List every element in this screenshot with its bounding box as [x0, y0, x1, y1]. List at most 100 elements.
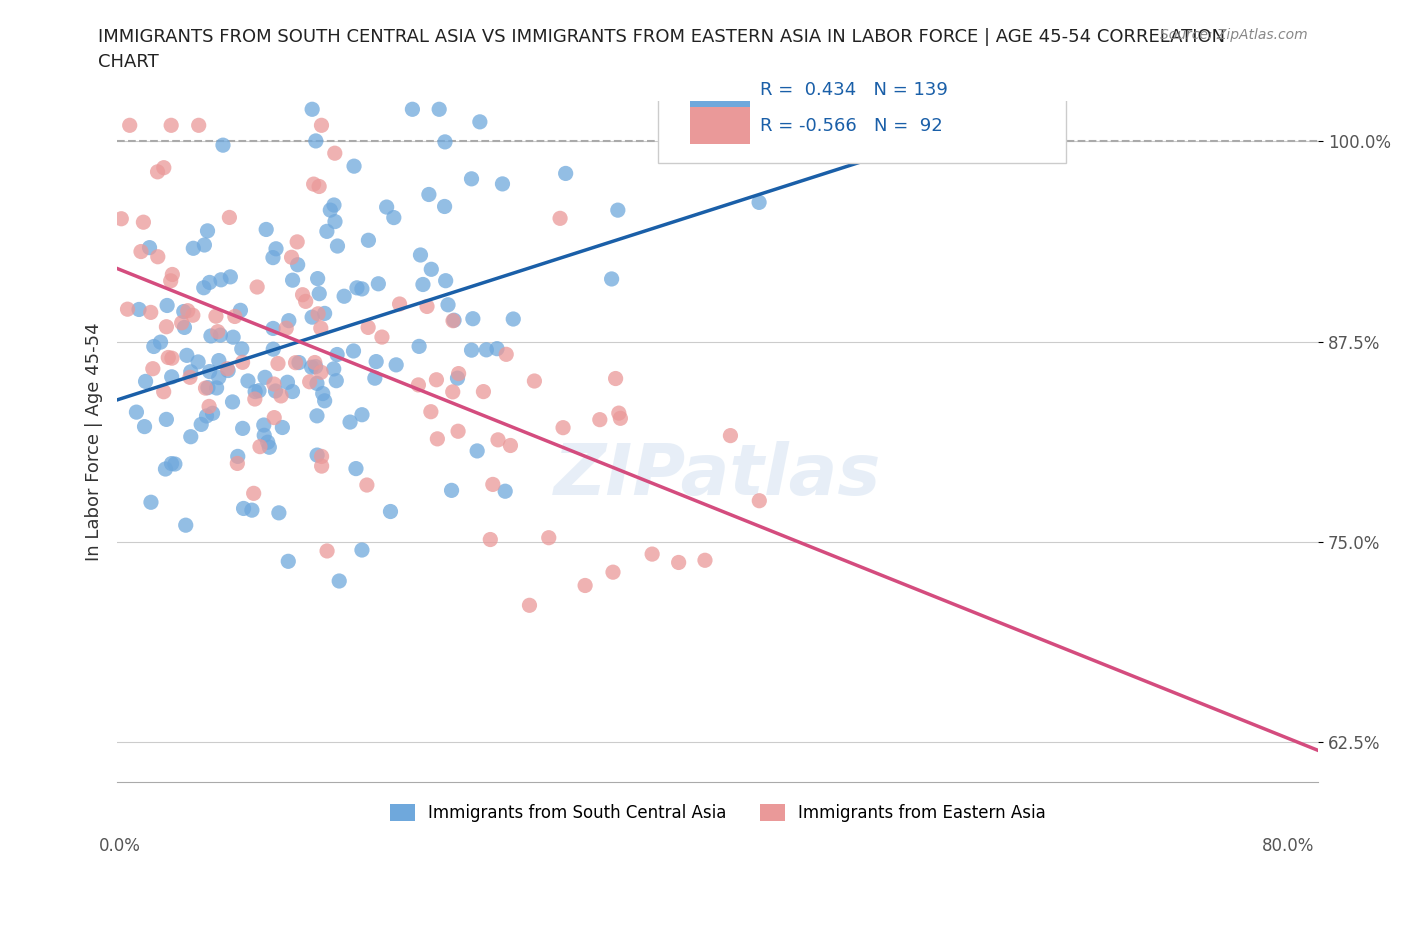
Point — [142, 339, 165, 354]
Point — [311, 449, 333, 464]
Point — [314, 306, 336, 321]
Point — [201, 405, 224, 420]
Point — [224, 309, 246, 324]
Point — [271, 420, 294, 435]
Point — [302, 177, 325, 192]
Point — [157, 350, 180, 365]
Point — [433, 199, 456, 214]
Point — [138, 240, 160, 255]
Point — [350, 282, 373, 297]
Point — [371, 329, 394, 344]
Point — [551, 420, 574, 435]
Point — [243, 384, 266, 399]
Point — [502, 312, 524, 326]
Point — [259, 440, 281, 455]
Point — [232, 355, 254, 370]
Point — [267, 356, 290, 371]
Point — [641, 547, 664, 562]
Point — [277, 554, 299, 569]
Point — [433, 135, 456, 150]
Point — [323, 197, 346, 212]
Point — [180, 430, 202, 445]
Point — [193, 237, 215, 252]
Point — [155, 412, 177, 427]
Point — [759, 106, 782, 121]
Point — [305, 134, 328, 149]
Point — [315, 224, 337, 239]
Point — [425, 372, 447, 387]
Text: Source: ZipAtlas.com: Source: ZipAtlas.com — [1160, 28, 1308, 42]
Point — [218, 210, 240, 225]
Point — [495, 347, 517, 362]
Point — [187, 118, 209, 133]
Point — [519, 598, 541, 613]
Point — [226, 456, 249, 471]
Point — [187, 354, 209, 369]
Text: R =  0.434   N = 139: R = 0.434 N = 139 — [759, 81, 948, 99]
Point — [461, 312, 484, 326]
Point — [181, 241, 204, 256]
Point — [308, 179, 330, 194]
Point — [409, 247, 432, 262]
Point — [720, 428, 742, 443]
Point — [162, 267, 184, 282]
Point — [294, 294, 316, 309]
Point — [134, 419, 156, 434]
Point — [319, 203, 342, 218]
Point — [693, 552, 716, 567]
Point — [263, 377, 285, 392]
FancyBboxPatch shape — [690, 71, 751, 108]
Point — [419, 405, 441, 419]
Point — [748, 493, 770, 508]
Point — [262, 341, 284, 356]
Point — [177, 303, 200, 318]
Point — [135, 374, 157, 389]
Point — [160, 369, 183, 384]
Point — [326, 239, 349, 254]
Point — [298, 375, 321, 390]
Point — [446, 371, 468, 386]
Point — [447, 424, 470, 439]
Point — [460, 342, 482, 357]
Point — [357, 232, 380, 247]
Point — [284, 355, 307, 370]
Point — [152, 160, 174, 175]
Point — [132, 215, 155, 230]
Point — [221, 394, 243, 409]
Point — [291, 287, 314, 302]
Point — [263, 410, 285, 425]
Point — [479, 532, 502, 547]
Point — [146, 249, 169, 264]
Point — [434, 273, 457, 288]
Point — [308, 286, 330, 301]
Point — [200, 328, 222, 343]
Point — [231, 341, 253, 356]
Point — [346, 281, 368, 296]
Point — [316, 543, 339, 558]
Point — [554, 166, 576, 180]
Point — [139, 305, 162, 320]
Point — [208, 353, 231, 368]
Point — [408, 339, 430, 353]
Point — [281, 384, 304, 399]
Point — [170, 315, 193, 330]
Text: IMMIGRANTS FROM SOUTH CENTRAL ASIA VS IMMIGRANTS FROM EASTERN ASIA IN LABOR FORC: IMMIGRANTS FROM SOUTH CENTRAL ASIA VS IM… — [98, 28, 1226, 71]
Point — [247, 383, 270, 398]
Point — [276, 375, 298, 390]
Point — [311, 458, 333, 473]
Point — [416, 299, 439, 314]
Point — [246, 280, 269, 295]
Point — [181, 308, 204, 323]
Point — [129, 244, 152, 259]
Point — [364, 371, 387, 386]
Point — [309, 321, 332, 336]
Point — [117, 301, 139, 316]
Point — [173, 304, 195, 319]
Point — [437, 298, 460, 312]
Point — [441, 384, 464, 399]
Point — [288, 355, 311, 370]
Point — [668, 555, 690, 570]
Point — [262, 321, 284, 336]
Point — [253, 418, 276, 432]
Point — [440, 483, 463, 498]
